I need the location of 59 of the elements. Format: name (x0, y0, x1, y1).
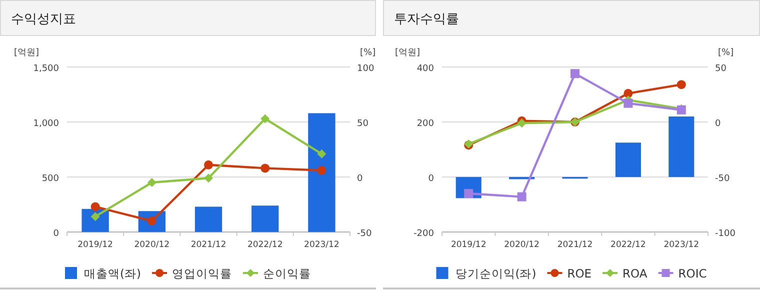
y-tick-label: 1,500 (33, 64, 60, 74)
x-tick-label: 2019/12 (78, 240, 113, 250)
x-tick-label: 2020/12 (134, 240, 170, 250)
legend-label: ROIC (678, 266, 707, 280)
x-tick-label: 2022/12 (247, 240, 283, 250)
point (260, 114, 270, 124)
chart-title: 수익성지표 (11, 12, 76, 27)
y-tick-label: 1,000 (33, 119, 60, 129)
y-tick-label: 0 (53, 229, 60, 239)
point (90, 202, 100, 212)
x-tick-label: 2023/12 (304, 240, 340, 250)
point (464, 189, 474, 198)
point (260, 164, 270, 173)
legend-label: 당기순이익(좌) (455, 266, 536, 280)
point (517, 118, 526, 128)
point (317, 149, 326, 158)
legend-label: 매출액(좌) (84, 266, 141, 280)
bar (668, 116, 694, 177)
point (317, 166, 326, 175)
point (517, 192, 526, 202)
y-axis-title: [억원] (14, 48, 40, 58)
y2-tick-label: 50 (715, 64, 727, 74)
point (676, 80, 686, 90)
y-tick-label: 400 (416, 64, 434, 74)
bar (252, 206, 279, 232)
legend-label: ROE (567, 266, 592, 280)
y2-tick-label: 100 (357, 64, 374, 74)
y2-tick-label: -100 (715, 229, 736, 239)
point (147, 178, 156, 187)
point (624, 88, 633, 98)
y2-tick-label: -50 (357, 229, 372, 239)
x-tick-label: 2021/12 (190, 240, 226, 250)
point (570, 69, 580, 78)
x-tick-label: 2020/12 (504, 240, 540, 250)
legend-label: 영업이익률 (172, 266, 232, 280)
x-tick-label: 2023/12 (664, 240, 700, 250)
point (204, 174, 213, 183)
y2-tick-label: 0 (715, 119, 721, 129)
y-tick-label: 500 (42, 174, 60, 184)
y2-tick-label: -50 (715, 174, 730, 184)
legend-label: ROA (622, 266, 648, 280)
y-tick-label: 200 (416, 119, 434, 129)
x-tick-label: 2019/12 (450, 240, 486, 250)
y2-axis-title: [%] (718, 48, 734, 58)
bar (194, 206, 222, 232)
bar (615, 142, 641, 177)
y-axis-title: [억원] (395, 48, 420, 58)
y-tick-label: -200 (414, 229, 434, 239)
y-tick-label: 0 (428, 174, 434, 184)
x-tick-label: 2021/12 (557, 240, 593, 250)
point (624, 98, 633, 108)
legend-label: 순이익률 (262, 266, 311, 280)
chart-title: 투자수익률 (394, 12, 459, 27)
x-tick-label: 2022/12 (610, 240, 646, 250)
y2-tick-label: 0 (357, 174, 363, 184)
y2-axis-title: [%] (360, 48, 376, 58)
point (204, 160, 213, 170)
y2-tick-label: 50 (357, 119, 369, 129)
bar (308, 113, 336, 232)
